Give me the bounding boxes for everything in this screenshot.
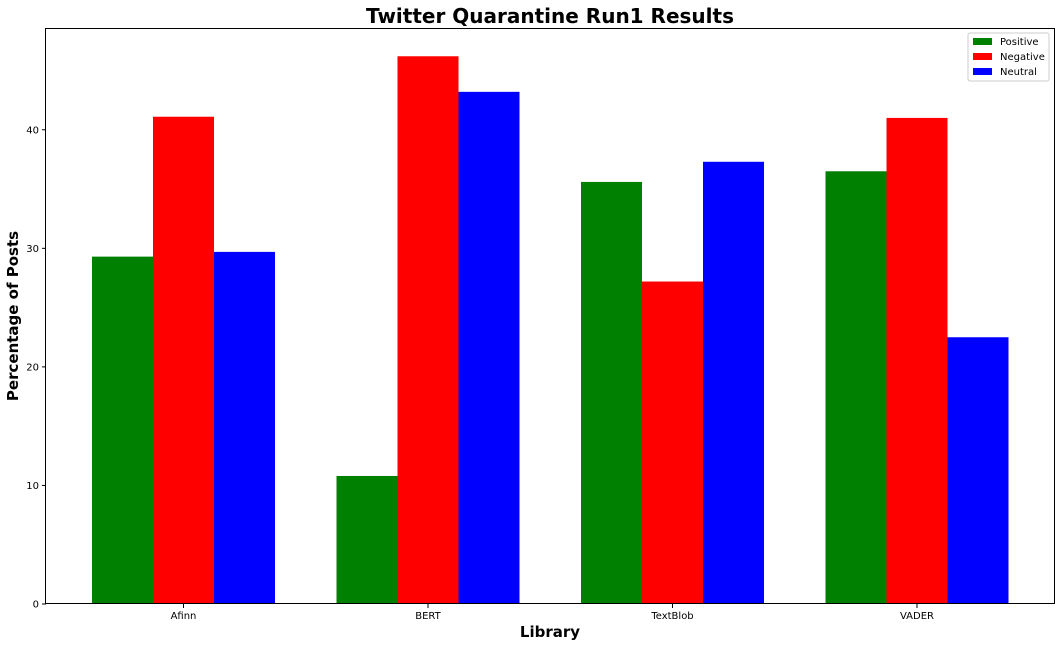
y-tick-label: 30: [26, 244, 39, 255]
bar-neutral-textblob: [703, 161, 764, 604]
bar-neutral-vader: [947, 337, 1009, 604]
bar-positive-textblob: [581, 181, 642, 604]
bar-negative-vader: [886, 117, 948, 604]
x-tick-label: TextBlob: [650, 611, 693, 622]
legend-swatch-neutral: [973, 68, 992, 75]
legend-swatch-positive: [973, 38, 992, 45]
chart-title: Twitter Quarantine Run1 Results: [366, 4, 734, 28]
bar-negative-afinn: [153, 116, 214, 604]
legend-label-negative: Negative: [1000, 52, 1045, 63]
bar-neutral-afinn: [214, 251, 275, 604]
bar-negative-textblob: [642, 281, 703, 604]
y-tick-label: 0: [33, 600, 39, 611]
bar-positive-vader: [825, 171, 887, 604]
plot-frame: [45, 28, 1055, 604]
x-tick-label: Afinn: [171, 611, 197, 622]
bar-positive-bert: [336, 475, 398, 604]
y-tick-label: 10: [26, 481, 39, 492]
x-axis-label: Library: [520, 623, 580, 641]
y-tick-label: 40: [26, 125, 39, 136]
bar-neutral-bert: [458, 91, 520, 604]
y-tick-label: 20: [26, 362, 39, 373]
y-axis-label: Percentage of Posts: [4, 231, 22, 401]
legend-label-neutral: Neutral: [1000, 67, 1037, 78]
bar-positive-afinn: [92, 256, 153, 604]
legend-label-positive: Positive: [1000, 37, 1039, 48]
bars: [92, 56, 1009, 604]
x-axis: Afinn BERT TextBlob VADER: [171, 604, 934, 622]
legend-swatch-negative: [973, 53, 992, 60]
legend: Positive Negative Neutral: [967, 32, 1050, 82]
x-tick-label: VADER: [900, 611, 934, 622]
bar-negative-bert: [397, 56, 459, 604]
x-tick-label: BERT: [415, 611, 441, 622]
y-axis: 0 10 20 30 40: [26, 125, 46, 611]
